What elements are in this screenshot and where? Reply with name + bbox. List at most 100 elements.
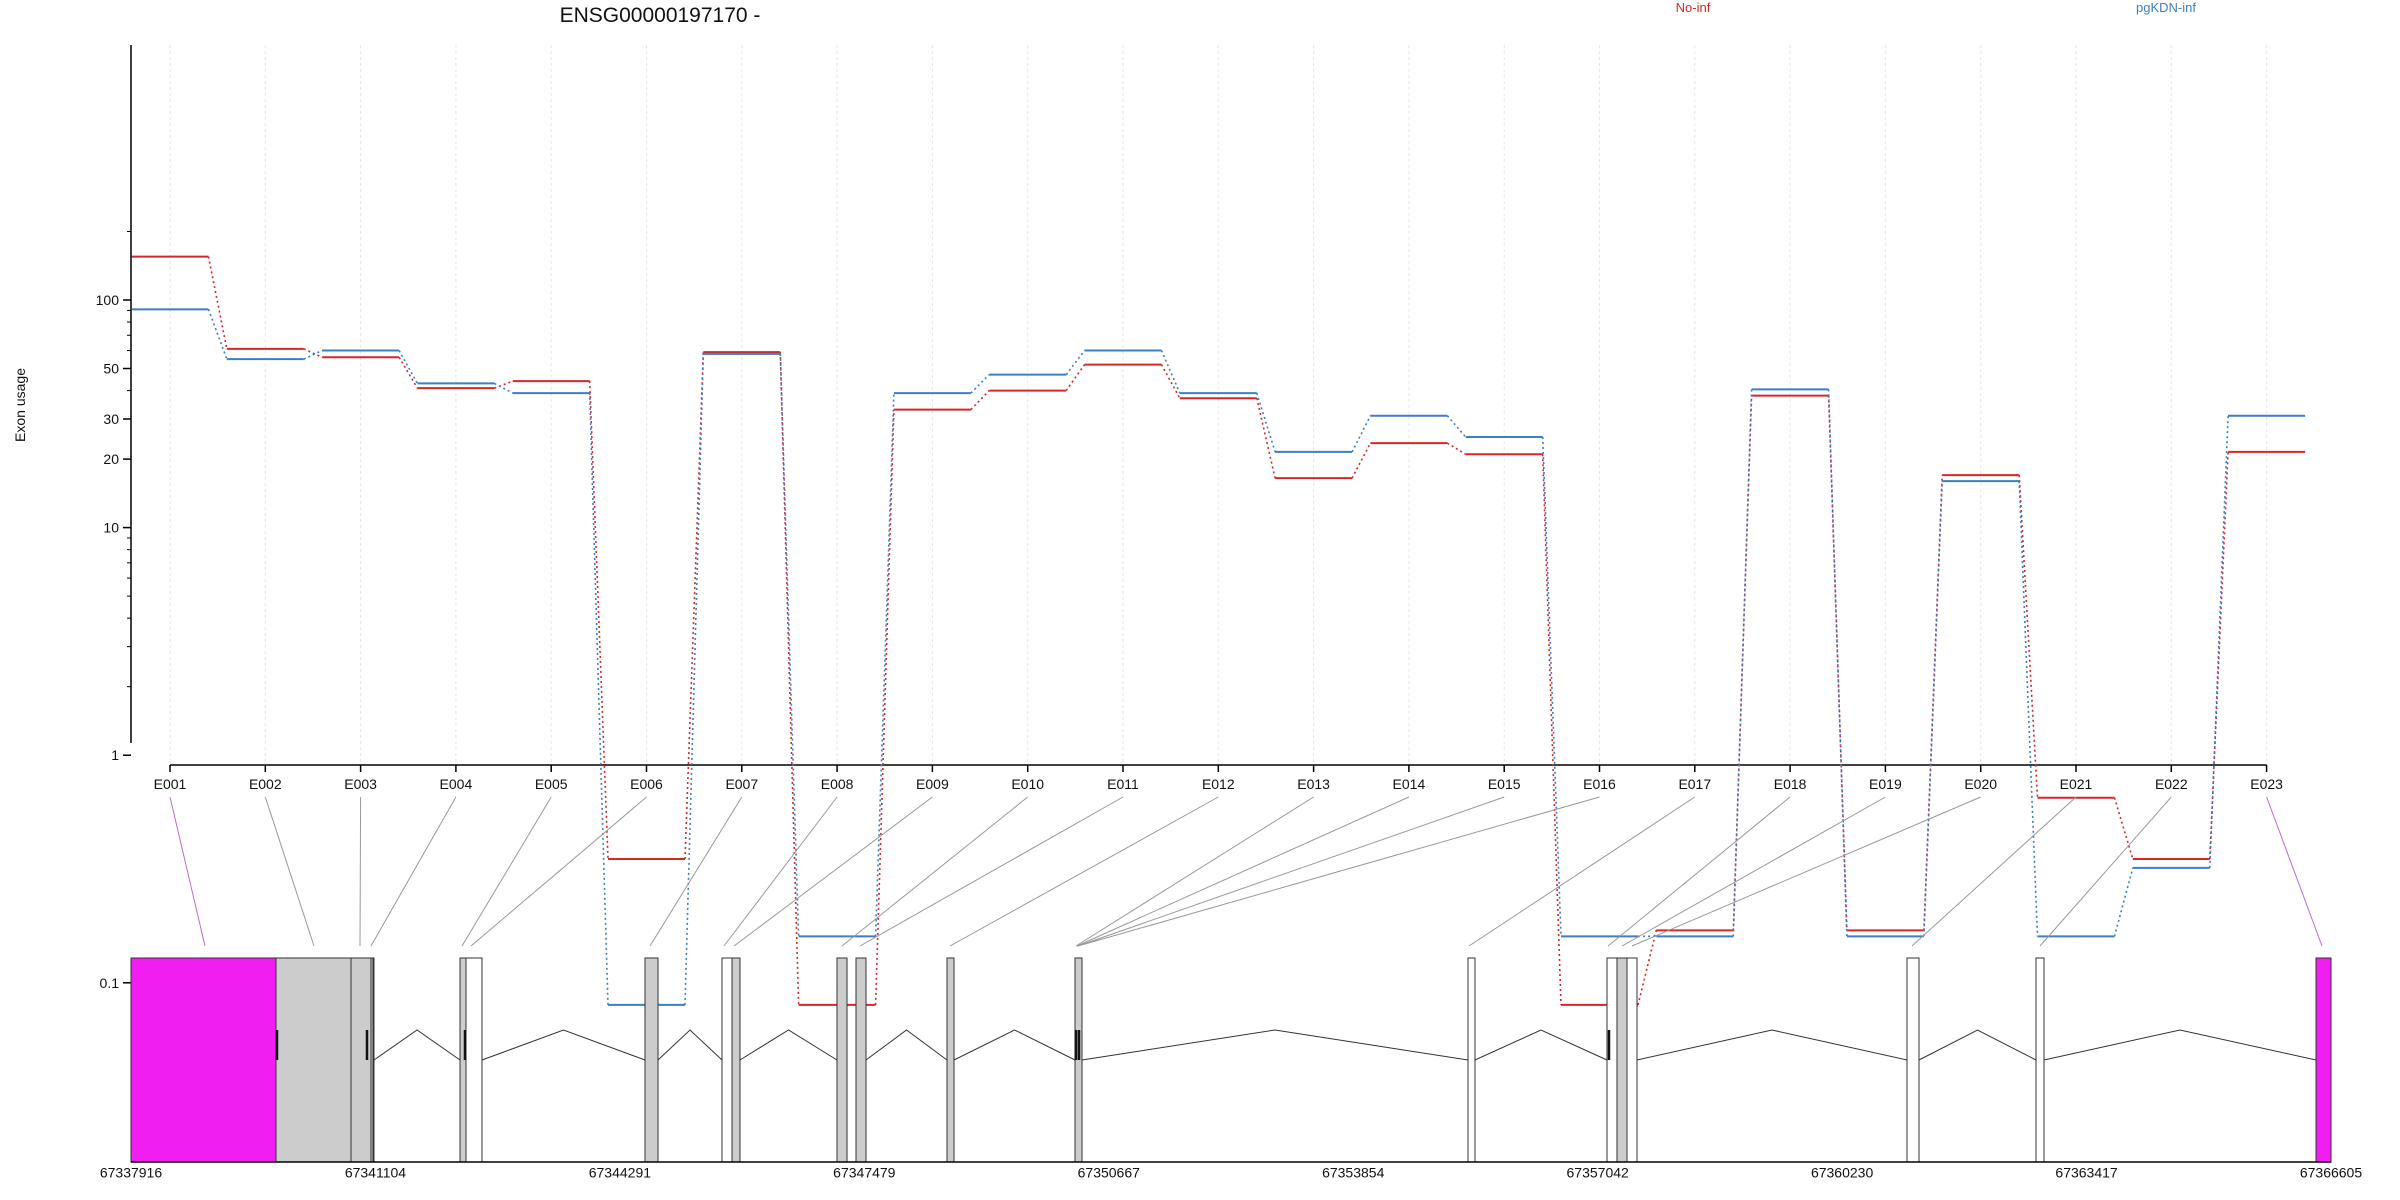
intron-15 [1474, 1029, 1608, 1061]
exon-e021 [2035, 957, 2045, 1163]
x-tick-label-e003: E003 [344, 776, 377, 792]
exon-link-e009 [733, 796, 933, 947]
series-no-inf [131, 255, 2306, 1006]
connector-pgkdn-inf-e021 [2113, 867, 2134, 937]
exon-link-e019 [1621, 796, 1886, 947]
connector-pgkdn-inf-e018 [1827, 389, 1848, 937]
exon-link-e018 [1607, 796, 1791, 947]
genomic-coordinate-axis: 67337916 67341104 67344291 67347479 67350667… [100, 1161, 2363, 1181]
y-axis: 0.1 1 10 20 30 50 100 [96, 45, 132, 991]
intron-7 [481, 1029, 646, 1061]
legend-label-pgkdn-inf: pgKDN-inf [2136, 0, 2196, 15]
connector-pgkdn-inf-e014 [1446, 415, 1467, 438]
exon-link-e008 [723, 796, 838, 947]
connector-no-inf-e012 [1256, 398, 1276, 479]
intron-13 [953, 1029, 1076, 1061]
intron-8 [657, 1029, 723, 1061]
coordinate-label-67360230: 67360230 [1811, 1165, 1874, 1181]
gene-model-track [130, 957, 2332, 1163]
x-tick-label-e010: E010 [1011, 776, 1044, 792]
exon-e006 [465, 957, 483, 1163]
x-tick-label-e014: E014 [1393, 776, 1426, 792]
exon-e001 [130, 957, 277, 1163]
chart-title: ENSG00000197170 - [560, 4, 761, 27]
exon-e008 [721, 957, 733, 1163]
coordinate-label-67366605: 67366605 [2300, 1165, 2363, 1181]
x-tick-label-e006: E006 [630, 776, 663, 792]
connector-pgkdn-inf-e022 [2209, 415, 2229, 868]
x-tick-label-e002: E002 [249, 776, 282, 792]
exon-e020 [1906, 957, 1920, 1163]
connector-pgkdn-inf-e007 [779, 353, 800, 937]
coordinate-label-67347479: 67347479 [833, 1165, 896, 1181]
intron-5 [373, 1029, 461, 1061]
connector-no-inf-e019 [1923, 475, 1943, 931]
x-tick-label-e018: E018 [1774, 776, 1807, 792]
intron-14 [1081, 1029, 1469, 1061]
y-tick-label-50: 50 [103, 361, 119, 377]
connector-no-inf-e011 [1160, 364, 1181, 399]
exon-e004b [372, 957, 375, 1163]
y-tick-label-20: 20 [103, 451, 119, 467]
exon-connector-lines [169, 796, 2323, 947]
y-tick-label-100: 100 [96, 292, 120, 308]
exon-link-e003 [359, 796, 362, 947]
x-tick-label-e015: E015 [1488, 776, 1521, 792]
x-tick-label-e017: E017 [1678, 776, 1711, 792]
y-tick-label-1: 1 [111, 747, 119, 763]
x-tick-label-e011: E011 [1107, 776, 1139, 792]
connector-pgkdn-inf-e020 [2018, 481, 2039, 937]
exon-link-e001 [169, 796, 206, 947]
exon-link-e006 [470, 796, 647, 947]
y-tick-label-0.1: 0.1 [100, 975, 120, 991]
connector-pgkdn-inf-e012 [1256, 392, 1276, 453]
intron-19 [1918, 1029, 2037, 1061]
x-tick-label-e008: E008 [821, 776, 854, 792]
series-layer [131, 255, 2306, 1006]
connector-no-inf-e022 [2209, 451, 2229, 860]
exon-link-e013 [1075, 796, 1314, 947]
x-tick-label-e004: E004 [440, 776, 473, 792]
x-tick-label-e022: E022 [2155, 776, 2188, 792]
exon-link-e011 [859, 796, 1124, 947]
connector-no-inf-e021 [2113, 797, 2134, 860]
coordinate-label-67353854: 67353854 [1322, 1165, 1385, 1181]
connector-no-inf-e013 [1351, 442, 1372, 479]
connector-pgkdn-inf-e017 [1732, 389, 1753, 937]
connector-no-inf-e015 [1541, 454, 1562, 1005]
connector-no-inf-e016 [1637, 930, 1658, 1006]
exon-link-e016 [1077, 796, 1600, 947]
exon-e019 [1626, 957, 1638, 1163]
exon-link-e004 [370, 796, 457, 947]
series-pgkdn-inf [131, 308, 2306, 1006]
exon-link-e017 [1468, 796, 1696, 947]
connector-no-inf-e010 [1065, 364, 1086, 392]
exon-e009 [731, 957, 741, 1163]
connector-no-inf-e018 [1827, 395, 1848, 931]
exon-link-e020 [1631, 796, 1981, 947]
connector-pgkdn-inf-e001 [207, 309, 228, 360]
exon-e011 [855, 957, 867, 1163]
exon-e010 [836, 957, 848, 1163]
exon-e012 [946, 957, 955, 1163]
exon-e018 [1616, 957, 1628, 1163]
exon-e023 [2315, 957, 2332, 1163]
intron-20 [2043, 1029, 2317, 1061]
x-tick-label-e012: E012 [1202, 776, 1235, 792]
x-tick-label-e020: E020 [1964, 776, 1997, 792]
coordinate-label-67344291: 67344291 [589, 1165, 652, 1181]
connector-pgkdn-inf-e011 [1160, 350, 1181, 394]
x-axis: E001 E002 E003 E004 E005 E006 E007 E008 E009 E010… [154, 764, 2283, 792]
x-tick-label-e009: E009 [916, 776, 949, 792]
exon-e016 [1467, 957, 1476, 1163]
connector-no-inf-e020 [2018, 475, 2039, 798]
connector-pgkdn-inf-e006 [684, 353, 705, 1005]
connector-pgkdn-inf-e002 [303, 349, 323, 360]
exon-link-e010 [841, 796, 1029, 947]
x-tick-label-e007: E007 [725, 776, 758, 792]
y-tick-label-10: 10 [103, 520, 119, 536]
connector-pgkdn-inf-e010 [1065, 350, 1086, 376]
connector-no-inf-e002 [303, 348, 323, 359]
connector-no-inf-e004 [494, 380, 513, 389]
